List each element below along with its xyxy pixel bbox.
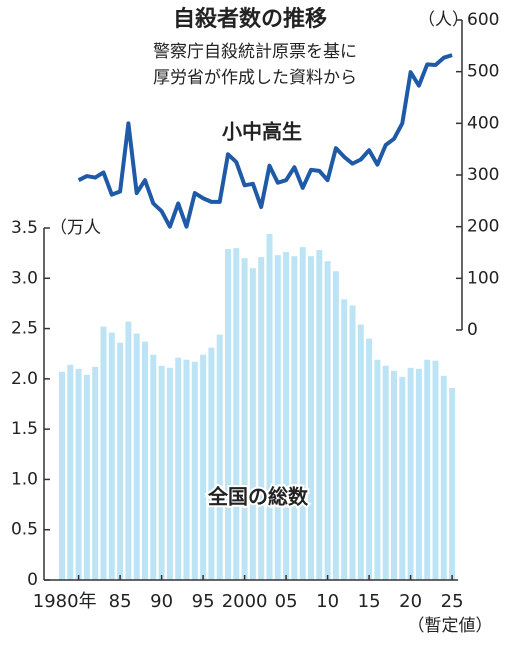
y-tick-label: 3.5	[11, 218, 38, 238]
bar	[249, 268, 256, 580]
y2-tick-label: 200	[467, 217, 499, 237]
subtitle: 警察庁自殺統計原票を基に	[153, 42, 357, 62]
bar	[166, 367, 173, 580]
bar	[59, 371, 65, 580]
series-label: 全国の総数	[207, 485, 309, 509]
bar	[274, 255, 281, 580]
bar	[332, 271, 339, 580]
y-tick-label: 3.0	[11, 268, 38, 288]
bar	[283, 252, 290, 580]
y2-tick-label: 100	[467, 268, 499, 288]
bar	[449, 387, 456, 580]
x-tick-label: 05	[275, 591, 298, 612]
bar	[291, 256, 298, 580]
y2-tick-label: 400	[467, 113, 499, 133]
bar	[258, 257, 265, 580]
bar	[133, 333, 140, 580]
bar	[216, 334, 223, 580]
bar	[150, 354, 157, 580]
bar	[324, 261, 331, 580]
y2-tick-label: 0	[467, 320, 478, 340]
bar	[299, 247, 306, 580]
x-tick-label: 95	[192, 591, 215, 612]
bar	[266, 234, 273, 580]
x-tick-label: 2000	[222, 591, 268, 612]
bar	[83, 374, 90, 580]
bar	[357, 324, 364, 580]
bar	[316, 250, 323, 580]
y-tick-label: 2.0	[11, 369, 38, 389]
x-tick-label: 90	[150, 591, 173, 612]
bar	[432, 360, 439, 580]
bar	[241, 258, 248, 580]
y-tick-label: 0.5	[11, 520, 38, 540]
bar	[183, 359, 190, 580]
subtitle: 厚労省が作成した資料から	[153, 68, 357, 88]
x-tick-label: 10	[316, 591, 339, 612]
bar	[117, 342, 124, 580]
bar	[225, 249, 231, 580]
y-tick-label: 0	[27, 570, 38, 590]
bar	[67, 364, 74, 580]
note: （暫定値）	[408, 616, 493, 636]
bar	[391, 370, 397, 580]
x-tick-label: 20	[399, 591, 422, 612]
bar	[341, 299, 348, 580]
bar	[399, 376, 406, 580]
y-tick-label: 2.5	[11, 319, 38, 339]
bar	[349, 305, 356, 580]
bar	[100, 326, 107, 580]
bar	[158, 365, 165, 580]
bar	[407, 367, 414, 580]
bar	[424, 359, 431, 580]
bar	[191, 361, 198, 580]
x-tick-label: 25	[441, 591, 464, 612]
y-tick-label: 1.5	[11, 419, 38, 439]
bar	[108, 332, 115, 580]
bar	[366, 338, 373, 580]
y-tick-label: 1.0	[11, 469, 38, 489]
bar	[374, 359, 381, 580]
bar	[440, 375, 447, 580]
x-tick-label: 85	[109, 591, 132, 612]
y2-axis-label: （人）	[418, 10, 469, 30]
bar	[142, 341, 148, 580]
y2-tick-label: 300	[467, 165, 499, 185]
bar	[175, 357, 182, 580]
bar	[382, 365, 389, 580]
bar	[233, 248, 240, 580]
bar	[75, 368, 82, 580]
bar	[308, 256, 314, 580]
y2-tick-label: 500	[467, 62, 499, 82]
bar	[415, 368, 422, 580]
series-label: 小中高生	[222, 120, 302, 144]
bar	[125, 321, 132, 580]
x-tick-label: 15	[358, 591, 381, 612]
y-axis-label: （万人	[50, 218, 101, 238]
bar	[92, 366, 99, 580]
y2-tick-label: 600	[467, 10, 499, 30]
line	[77, 53, 453, 229]
bar	[200, 354, 207, 580]
x-tick-label: 1980年	[33, 591, 97, 612]
chart-title: 自殺者数の推移	[173, 6, 327, 32]
bar	[208, 347, 215, 580]
